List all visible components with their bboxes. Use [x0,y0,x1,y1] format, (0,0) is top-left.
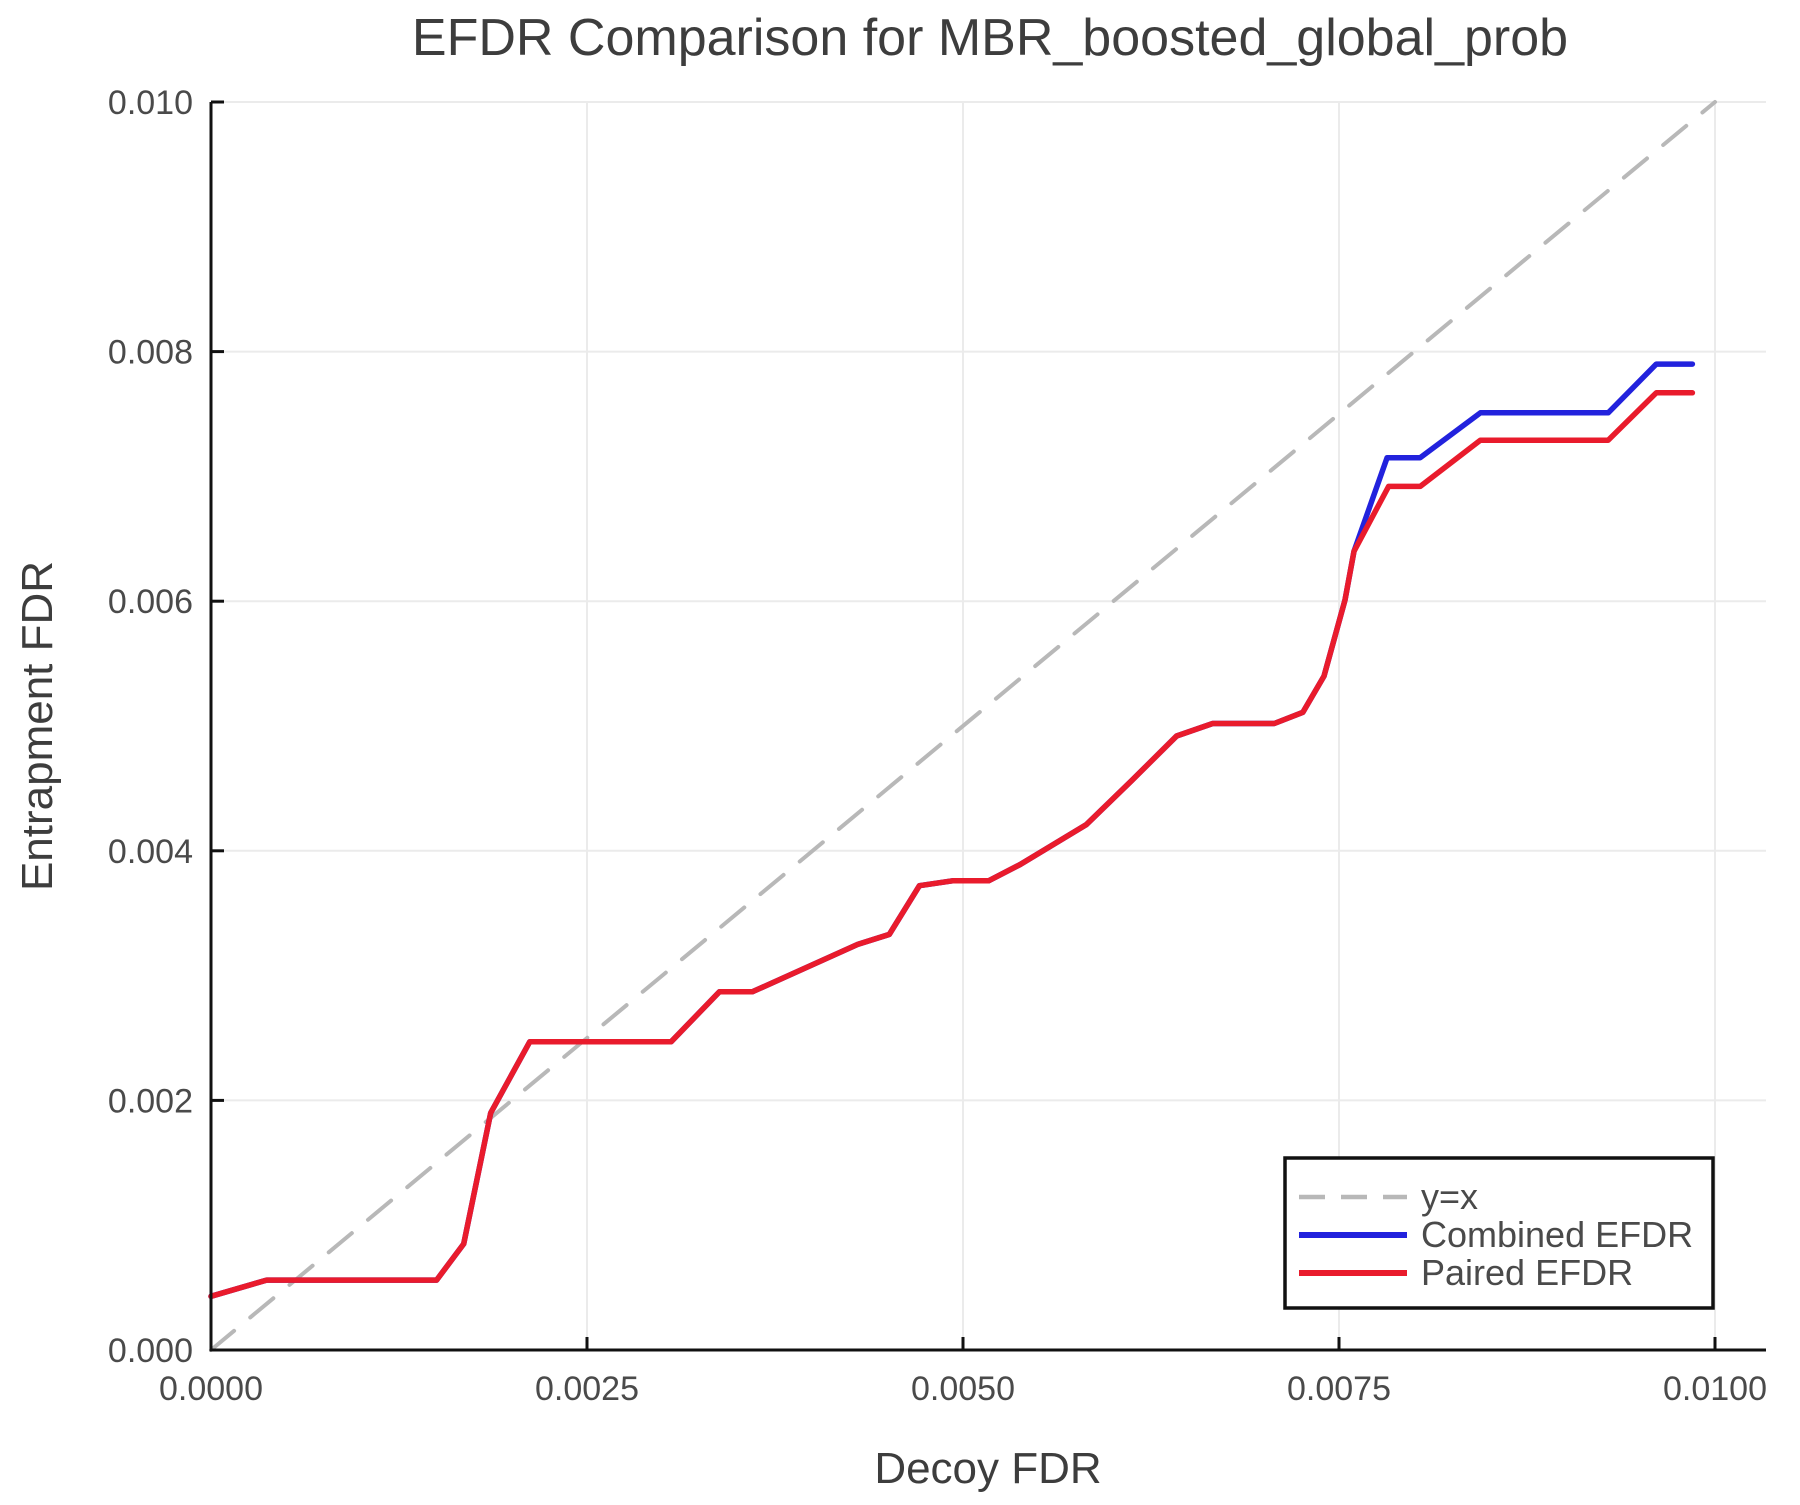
y-tick-label: 0.010 [108,84,193,122]
y-tick-label: 0.004 [108,833,193,871]
x-tick-label: 0.0025 [535,1370,639,1408]
series-paired-efdr [208,390,1696,1300]
x-tick-label: 0.0000 [159,1370,263,1408]
x-tick-label: 0.0100 [1663,1370,1767,1408]
x-axis-label: Decoy FDR [874,1444,1101,1493]
y-tick-label: 0.006 [108,583,193,621]
y-axis-label: Entrapment FDR [13,561,62,891]
y-tick-label: 0.002 [108,1082,193,1120]
chart-title: EFDR Comparison for MBR_boosted_global_p… [412,9,1568,67]
legend-label-combined: Combined EFDR [1421,1214,1693,1255]
y-tick-label: 0.008 [108,334,193,372]
legend: y=x Combined EFDR Paired EFDR [1283,1156,1715,1310]
x-tick-label: 0.0050 [911,1370,1015,1408]
x-tick-label: 0.0075 [1287,1370,1391,1408]
axis-spines [209,100,1766,1352]
y-tick-label: 0.000 [108,1332,193,1370]
data-series [208,100,1717,1352]
legend-label-paired: Paired EFDR [1421,1252,1633,1293]
legend-label-identity: y=x [1421,1176,1478,1217]
series-y-x [209,100,1717,1352]
tick-labels: 0.000 0.002 0.004 0.006 0.008 0.010 0.0000 0.00… [108,84,1767,1408]
